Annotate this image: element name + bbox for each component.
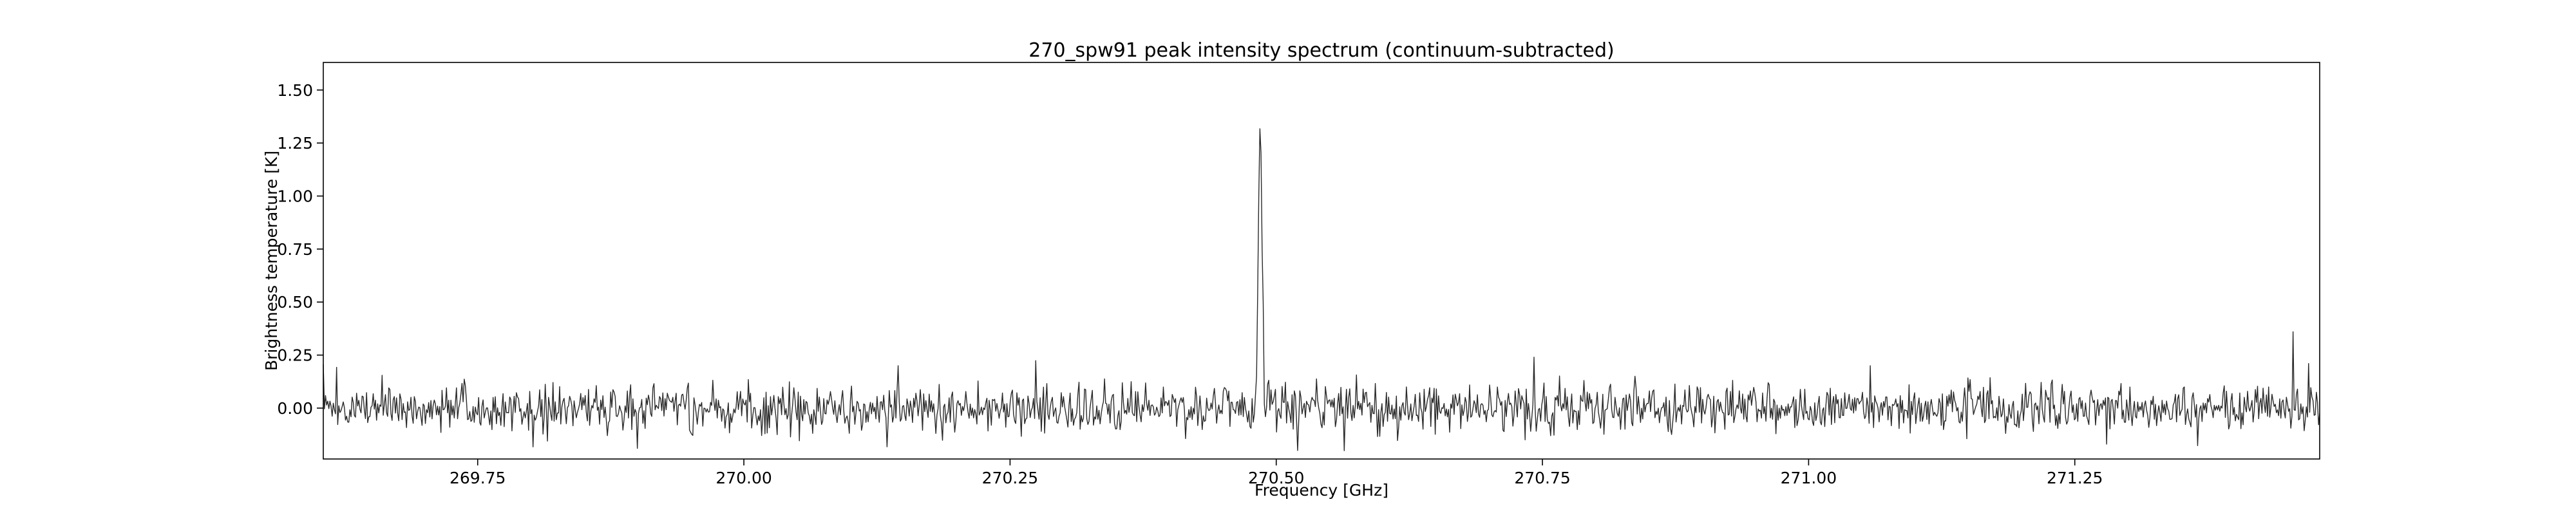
x-tick-label: 270.25	[982, 469, 1038, 487]
x-tick-label: 270.50	[1248, 469, 1304, 487]
y-tick-label: 1.00	[277, 187, 313, 206]
y-tick-label: 1.25	[277, 134, 313, 153]
x-tick-label: 271.25	[2047, 469, 2103, 487]
plot-area	[323, 62, 2320, 460]
series-layer	[323, 128, 2320, 451]
chart-title: 270_spw91 peak intensity spectrum (conti…	[1028, 39, 1614, 62]
x-axis-ticks: 269.75 270.00 270.25 270.50 270.75 271.00 271.…	[450, 459, 2103, 487]
y-tick-label: 0.00	[277, 399, 313, 418]
y-tick-label: 0.50	[277, 293, 313, 312]
spectrum-line	[323, 128, 2320, 451]
x-tick-label: 270.75	[1514, 469, 1570, 487]
axes-frame	[323, 62, 2320, 460]
y-axis-ticks: 0.00 0.25 0.50 0.75 1.00 1.25 1.50	[277, 81, 323, 418]
x-tick-label: 270.00	[715, 469, 772, 487]
y-axis-label: Brightness temperature [K]	[262, 151, 281, 371]
x-tick-label: 271.00	[1781, 469, 1837, 487]
y-tick-label: 0.75	[277, 240, 313, 259]
x-tick-label: 269.75	[450, 469, 506, 487]
y-tick-label: 0.25	[277, 346, 313, 365]
x-axis-label: Frequency [GHz]	[1255, 481, 1388, 500]
y-tick-label: 1.50	[277, 81, 313, 100]
